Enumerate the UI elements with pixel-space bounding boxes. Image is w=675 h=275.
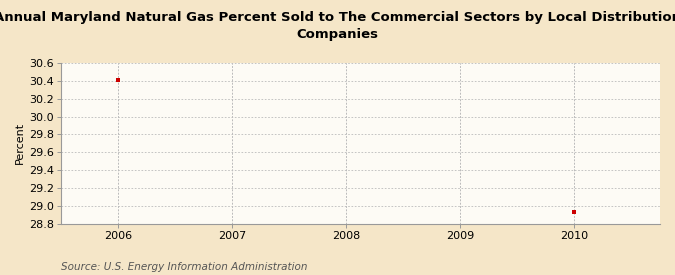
Text: Annual Maryland Natural Gas Percent Sold to The Commercial Sectors by Local Dist: Annual Maryland Natural Gas Percent Sold… bbox=[0, 11, 675, 41]
Y-axis label: Percent: Percent bbox=[15, 122, 25, 164]
Text: Source: U.S. Energy Information Administration: Source: U.S. Energy Information Administ… bbox=[61, 262, 307, 272]
